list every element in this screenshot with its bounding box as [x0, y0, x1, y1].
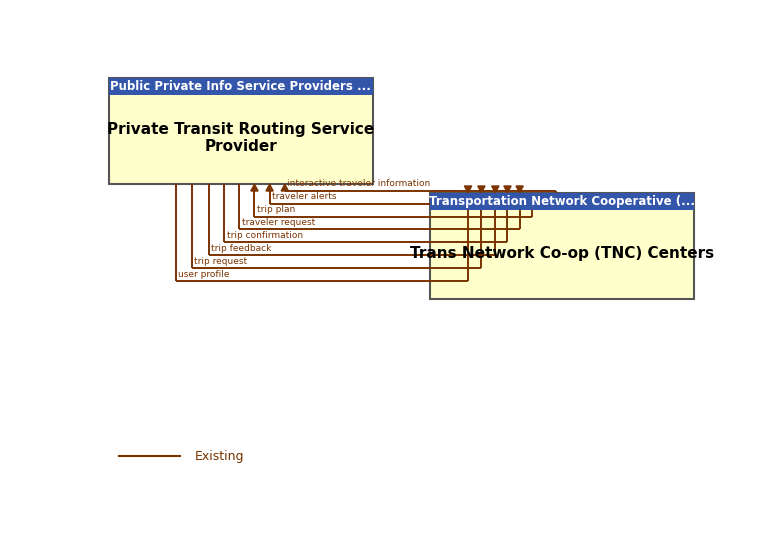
Bar	[109, 78, 373, 184]
Polygon shape	[281, 184, 288, 191]
Text: interactive traveler information: interactive traveler information	[287, 179, 431, 188]
Text: traveler request: traveler request	[242, 218, 315, 227]
Text: trip feedback: trip feedback	[211, 244, 272, 253]
Bar	[109, 78, 373, 95]
Text: Private Transit Routing Service
Provider: Private Transit Routing Service Provider	[107, 122, 374, 154]
Polygon shape	[464, 186, 471, 193]
Text: user profile: user profile	[178, 270, 229, 279]
Polygon shape	[251, 184, 258, 191]
Bar	[431, 193, 695, 299]
Polygon shape	[492, 186, 499, 193]
Text: Existing: Existing	[195, 450, 244, 463]
Text: traveler alerts: traveler alerts	[272, 192, 337, 201]
Text: trip request: trip request	[194, 257, 247, 266]
Text: Trans Network Co-op (TNC) Centers: Trans Network Co-op (TNC) Centers	[410, 245, 714, 261]
Polygon shape	[266, 184, 273, 191]
Text: trip confirmation: trip confirmation	[226, 231, 303, 240]
Polygon shape	[478, 186, 485, 193]
Bar	[431, 193, 695, 210]
Polygon shape	[503, 186, 511, 193]
Text: trip plan: trip plan	[257, 205, 295, 214]
Text: Public Private Info Service Providers ...: Public Private Info Service Providers ..…	[110, 80, 371, 93]
Polygon shape	[516, 186, 523, 193]
Text: Transportation Network Cooperative (...: Transportation Network Cooperative (...	[429, 195, 695, 208]
